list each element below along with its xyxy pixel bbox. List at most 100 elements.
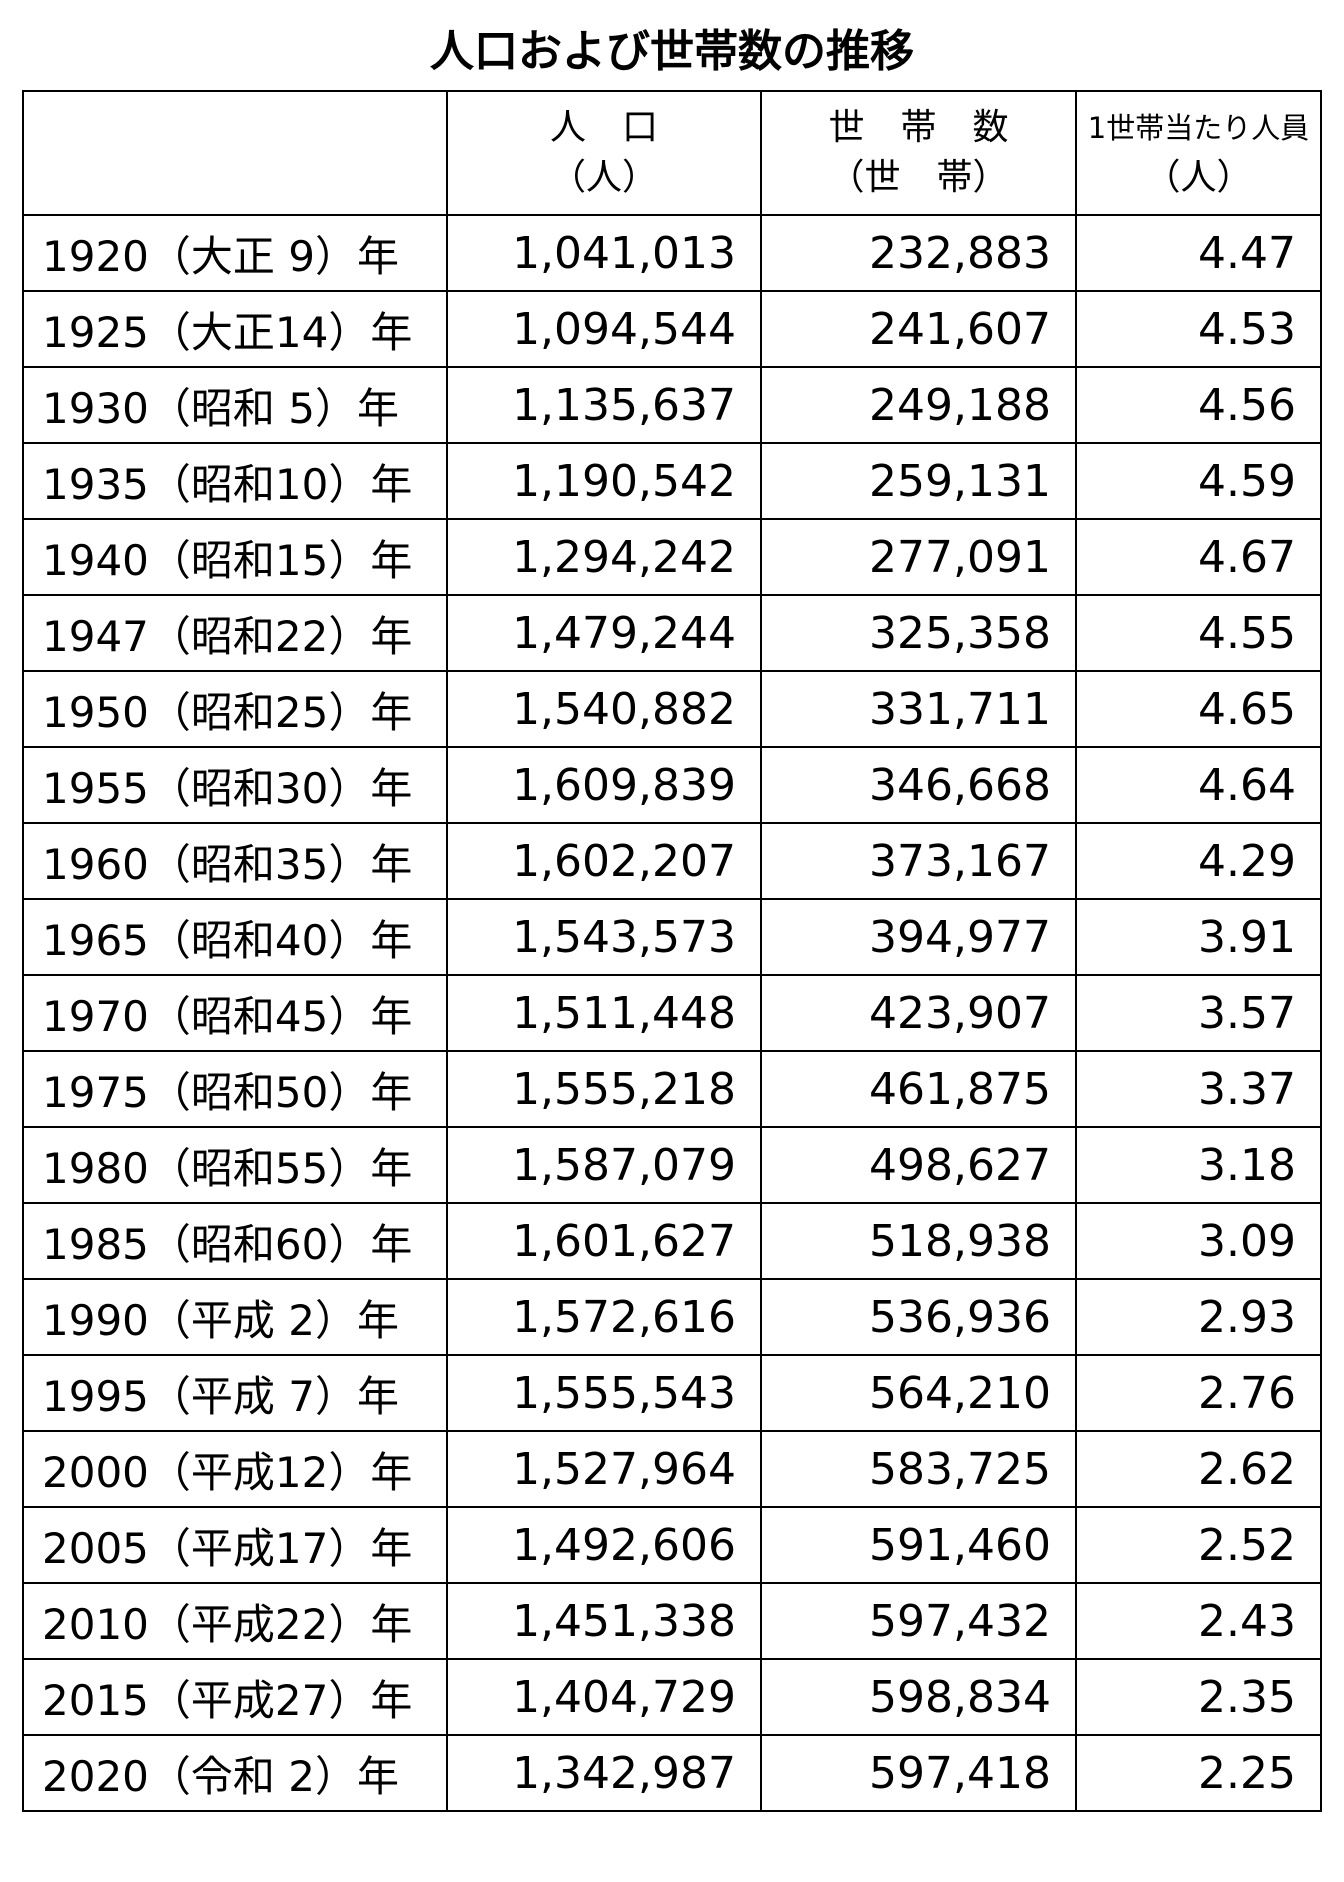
value-cell: 2.62	[1075, 1430, 1322, 1508]
year-cell: 1955（昭和30）年	[22, 746, 448, 824]
value-cell: 1,527,964	[446, 1430, 762, 1508]
value-cell: 583,725	[760, 1430, 1077, 1508]
value-cell: 536,936	[760, 1278, 1077, 1356]
value-cell: 461,875	[760, 1050, 1077, 1128]
year-cell: 2010（平成22）年	[22, 1582, 448, 1660]
table-row: 1955（昭和30）年 1,609,839 346,668 4.64	[22, 746, 1322, 824]
year-cell: 1947（昭和22）年	[22, 594, 448, 672]
value-cell: 2.76	[1075, 1354, 1322, 1432]
header-row: 人 口 （人） 世 帯 数 （世 帯） 1世帯当たり人員 （人）	[22, 90, 1322, 216]
year-cell: 2015（平成27）年	[22, 1658, 448, 1736]
year-cell: 1995（平成 7）年	[22, 1354, 448, 1432]
table-row: 1965（昭和40）年 1,543,573 394,977 3.91	[22, 898, 1322, 976]
table-row: 1930（昭和 5）年 1,135,637 249,188 4.56	[22, 366, 1322, 444]
value-cell: 1,041,013	[446, 214, 762, 292]
table-row: 2020（令和 2）年 1,342,987 597,418 2.25	[22, 1734, 1322, 1812]
year-cell: 1990（平成 2）年	[22, 1278, 448, 1356]
value-cell: 1,602,207	[446, 822, 762, 900]
table-row: 1920（大正 9）年 1,041,013 232,883 4.47	[22, 214, 1322, 292]
title: 人口および世帯数の推移	[430, 26, 914, 77]
value-cell: 1,190,542	[446, 442, 762, 520]
value-cell: 518,938	[760, 1202, 1077, 1280]
year-cell: 2020（令和 2）年	[22, 1734, 448, 1812]
value-cell: 1,587,079	[446, 1126, 762, 1204]
value-cell: 331,711	[760, 670, 1077, 748]
value-cell: 597,432	[760, 1582, 1077, 1660]
value-cell: 2.25	[1075, 1734, 1322, 1812]
year-cell: 1930（昭和 5）年	[22, 366, 448, 444]
header-line: 1世帯当たり人員	[1087, 111, 1310, 145]
value-cell: 598,834	[760, 1658, 1077, 1736]
header-cell: 1世帯当たり人員 （人）	[1075, 90, 1322, 216]
value-cell: 1,404,729	[446, 1658, 762, 1736]
value-cell: 1,094,544	[446, 290, 762, 368]
value-cell: 4.53	[1075, 290, 1322, 368]
year-cell: 1985（昭和60）年	[22, 1202, 448, 1280]
value-cell: 2.52	[1075, 1506, 1322, 1584]
year-cell: 1935（昭和10）年	[22, 442, 448, 520]
value-cell: 277,091	[760, 518, 1077, 596]
year-cell: 2000（平成12）年	[22, 1430, 448, 1508]
value-cell: 498,627	[760, 1126, 1077, 1204]
value-cell: 1,342,987	[446, 1734, 762, 1812]
table-row: 2015（平成27）年 1,404,729 598,834 2.35	[22, 1658, 1322, 1736]
year-cell: 1950（昭和25）年	[22, 670, 448, 748]
value-cell: 1,543,573	[446, 898, 762, 976]
table-row: 2005（平成17）年 1,492,606 591,460 2.52	[22, 1506, 1322, 1584]
table-row: 1935（昭和10）年 1,190,542 259,131 4.59	[22, 442, 1322, 520]
value-cell: 1,492,606	[446, 1506, 762, 1584]
year-cell: 1925（大正14）年	[22, 290, 448, 368]
value-cell: 4.67	[1075, 518, 1322, 596]
value-cell: 4.55	[1075, 594, 1322, 672]
value-cell: 1,294,242	[446, 518, 762, 596]
value-cell: 1,609,839	[446, 746, 762, 824]
value-cell: 4.56	[1075, 366, 1322, 444]
value-cell: 1,555,218	[446, 1050, 762, 1128]
value-cell: 1,451,338	[446, 1582, 762, 1660]
value-cell: 4.47	[1075, 214, 1322, 292]
value-cell: 394,977	[760, 898, 1077, 976]
value-cell: 2.93	[1075, 1278, 1322, 1356]
value-cell: 4.65	[1075, 670, 1322, 748]
header-line: （人）	[1144, 157, 1253, 198]
value-cell: 1,511,448	[446, 974, 762, 1052]
value-cell: 597,418	[760, 1734, 1077, 1812]
year-cell: 1975（昭和50）年	[22, 1050, 448, 1128]
table-row: 1925（大正14）年 1,094,544 241,607 4.53	[22, 290, 1322, 368]
year-cell: 1965（昭和40）年	[22, 898, 448, 976]
header-line: 人 口	[549, 107, 658, 148]
value-cell: 325,358	[760, 594, 1077, 672]
value-cell: 373,167	[760, 822, 1077, 900]
header-line: （世 帯）	[828, 157, 1009, 198]
table-body: 1920（大正 9）年 1,041,013 232,883 4.47 1925（大正14…	[22, 214, 1322, 1812]
value-cell: 1,135,637	[446, 366, 762, 444]
value-cell: 3.57	[1075, 974, 1322, 1052]
value-cell: 232,883	[760, 214, 1077, 292]
value-cell: 1,540,882	[446, 670, 762, 748]
value-cell: 1,572,616	[446, 1278, 762, 1356]
year-cell: 1960（昭和35）年	[22, 822, 448, 900]
value-cell: 1,555,543	[446, 1354, 762, 1432]
header-cell: 人 口 （人）	[446, 90, 762, 216]
header-line: （人）	[549, 157, 658, 198]
table-row: 1980（昭和55）年 1,587,079 498,627 3.18	[22, 1126, 1322, 1204]
table-row: 2000（平成12）年 1,527,964 583,725 2.62	[22, 1430, 1322, 1508]
value-cell: 3.18	[1075, 1126, 1322, 1204]
value-cell: 1,479,244	[446, 594, 762, 672]
header-line: 世 帯 数	[828, 107, 1009, 148]
year-cell: 1980（昭和55）年	[22, 1126, 448, 1204]
value-cell: 249,188	[760, 366, 1077, 444]
value-cell: 423,907	[760, 974, 1077, 1052]
value-cell: 2.35	[1075, 1658, 1322, 1736]
header-cell	[22, 90, 448, 216]
table-row: 2010（平成22）年 1,451,338 597,432 2.43	[22, 1582, 1322, 1660]
population-table: 人 口（人）世 帯 数（世 帯） 1世帯当たり人員 （人） 1920（大正 9）年 1…	[22, 90, 1322, 1812]
table-row: 1950（昭和25）年 1,540,882 331,711 4.65	[22, 670, 1322, 748]
year-cell: 1920（大正 9）年	[22, 214, 448, 292]
header-cell: 世 帯 数 （世 帯）	[760, 90, 1077, 216]
year-cell: 1970（昭和45）年	[22, 974, 448, 1052]
value-cell: 346,668	[760, 746, 1077, 824]
value-cell: 241,607	[760, 290, 1077, 368]
value-cell: 3.91	[1075, 898, 1322, 976]
